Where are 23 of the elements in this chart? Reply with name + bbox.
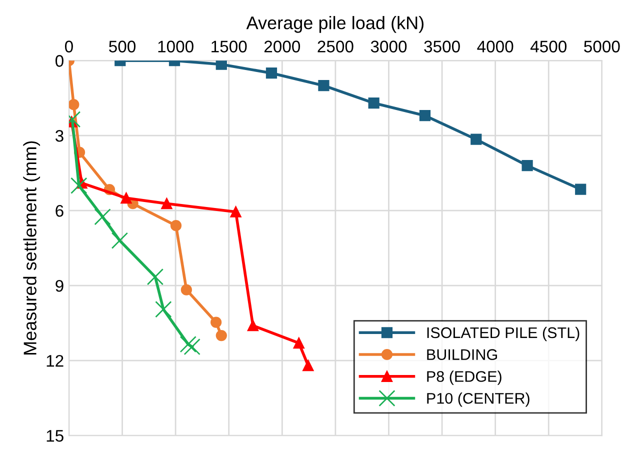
x-tick-label: 1500: [212, 40, 247, 52]
x-tick-label: 4500: [530, 40, 567, 52]
x-tick-label: 1000: [158, 40, 194, 52]
legend-label: P10 (CENTER): [427, 392, 530, 407]
y-tick-label: 15: [46, 430, 64, 442]
legend-label: P8 (EDGE): [427, 370, 502, 385]
x-tick-label: 3000: [370, 40, 407, 52]
y-tick-label: 0: [55, 55, 64, 67]
legend-label: ISOLATED PILE (STL): [427, 326, 580, 342]
x-tick-label: 0: [64, 40, 73, 52]
x-tick-label: 5000: [584, 40, 620, 52]
legend-label: BUILDING: [427, 349, 497, 360]
y-tick-label: 3: [55, 130, 64, 142]
y-tick-label: 12: [46, 354, 64, 367]
x-tick-label: 2500: [318, 40, 354, 52]
x-tick-label: 2000: [264, 40, 300, 52]
x-tick-label: 4000: [477, 40, 514, 52]
y-tick-label: 6: [56, 204, 64, 217]
x-tick-label: 500: [109, 40, 136, 52]
x-axis-title: Average pile load (kN): [246, 16, 424, 33]
y-tick-label: 9: [56, 280, 64, 292]
y-axis-title: Measured settlement (mm): [23, 141, 40, 354]
x-tick-label: 3500: [424, 40, 460, 52]
